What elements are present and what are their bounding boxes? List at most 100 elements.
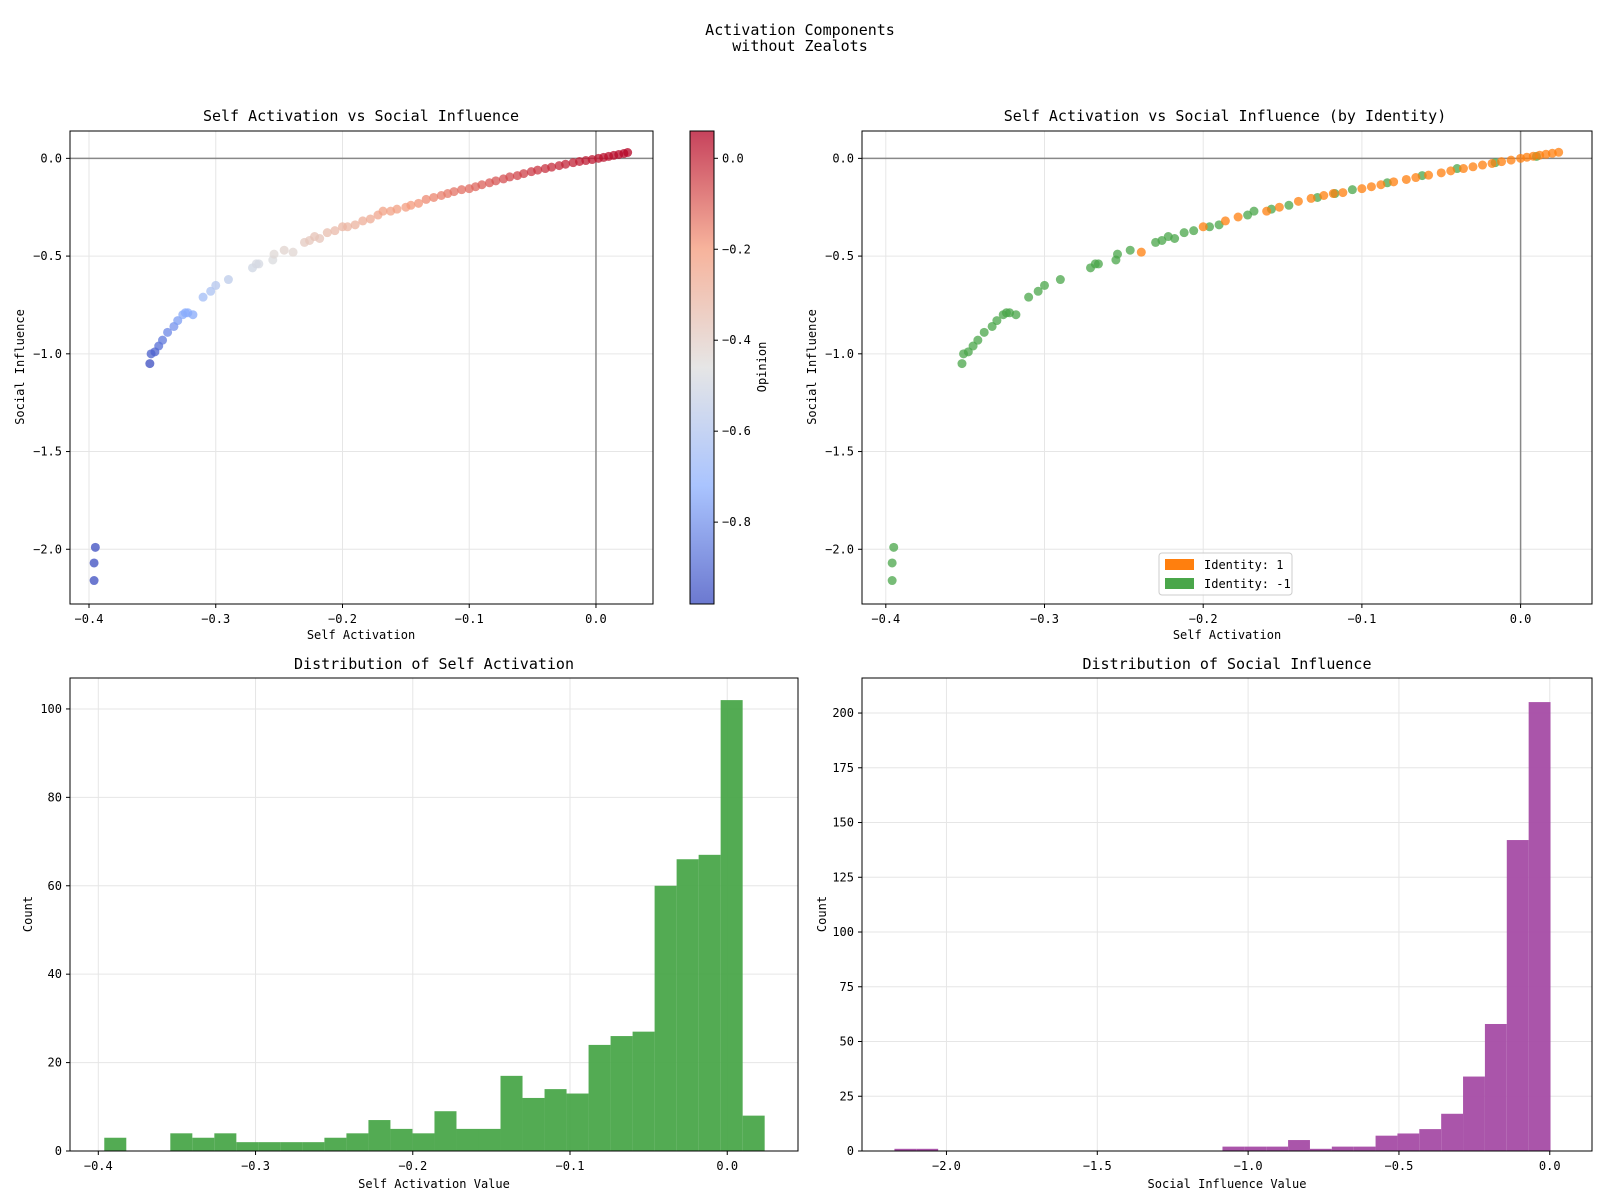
histogram-self-activation-panel: Distribution of Self Activation −0.4 −0.3… [21,655,799,1191]
data-point-identity-1 [1338,188,1348,198]
y-tick-label: 100 [832,925,854,939]
data-point [378,206,388,216]
data-point [365,214,375,224]
data-point-identity-neg1 [887,576,897,586]
x-tick-label: −0.2 [328,612,357,626]
histogram-bar [1266,1146,1289,1151]
y-tick-label: 0.0 [40,151,62,165]
histogram-bar [1506,840,1529,1151]
data-point-identity-1 [1468,162,1478,172]
histogram-bar [1441,1113,1464,1151]
data-point-identity-neg1 [979,327,989,337]
x-tick-label: −0.2 [398,1159,427,1173]
plot-frame [861,677,1593,1152]
plot-frame [861,130,1593,605]
y-tick-label: −2.0 [33,542,62,556]
histogram-bar [1288,1140,1310,1151]
histogram-bar [1528,702,1551,1151]
data-point [457,185,467,195]
x-tick-label: 0.0 [716,1159,738,1173]
data-point-identity-neg1 [1113,249,1122,259]
histogram-bar [1309,1148,1332,1151]
x-tick-label: −0.4 [84,1159,113,1173]
colorbar-gradient [689,130,715,605]
y-tick-label: 40 [48,967,62,981]
data-point-identity-neg1 [1033,286,1043,296]
data-point [223,275,233,285]
x-tick-label: −2.0 [932,1159,961,1173]
histogram-bar [588,1044,611,1151]
y-tick-label: 125 [832,870,854,884]
x-axis-label: Self Activation Value [358,1177,510,1191]
data-point-identity-neg1 [1284,200,1294,210]
data-point-identity-1 [1411,173,1421,183]
data-point [421,194,431,204]
data-point-identity-1 [1357,184,1367,194]
histogram-bar [742,1115,765,1151]
y-tick-label: 150 [832,816,854,830]
data-point-identity-1 [1319,191,1329,200]
histogram-bar [258,1142,281,1151]
figure-title-line1: Activation Components [705,21,895,39]
plot-frame [69,677,799,1152]
histogram-bar [720,700,743,1151]
data-point [491,176,501,186]
data-point [89,576,99,586]
histogram-bar [236,1142,259,1151]
x-tick-label: 0.0 [1539,1159,1561,1173]
legend-entry-identity-1: Identity: 1 [1204,558,1283,572]
data-point-identity-neg1 [1170,234,1180,243]
data-point-identity-neg1 [1189,226,1199,236]
data-point-identity-1 [1328,189,1338,199]
x-tick-label: −0.1 [556,1159,585,1173]
data-point-identity-1 [1401,174,1411,184]
data-point [206,286,216,296]
y-tick-label: 0 [55,1144,62,1158]
data-point-identity-neg1 [992,316,1002,326]
scatter-identity-panel: Self Activation vs Social Influence (by … [805,107,1593,642]
data-point [561,159,571,169]
histogram-bar [1419,1129,1442,1151]
histogram-social-influence-panel: Distribution of Social Influence −2.0 −1.… [815,655,1593,1191]
legend: Identity: 1 Identity: -1 [1158,552,1293,596]
x-axis-label: Social Influence Value [1148,1177,1307,1191]
histogram-bar [632,1031,655,1151]
histogram-bar [1463,1076,1485,1151]
histogram-bar [500,1075,523,1151]
x-tick-label: −0.3 [241,1159,270,1173]
colorbar-tick-label: −0.8 [722,515,751,529]
histogram-bar [566,1093,589,1151]
figure-title-line2: without Zealots [732,37,867,55]
data-point-identity-1 [1274,202,1284,212]
y-tick-label: 200 [832,706,854,720]
data-point-identity-1 [1424,170,1434,180]
legend-entry-identity-neg1: Identity: -1 [1204,577,1291,591]
y-axis-label: Count [815,896,829,932]
y-tick-label: 175 [832,761,854,775]
data-point [173,316,183,326]
histogram-bar [894,1148,917,1151]
data-point-identity-1 [1436,168,1446,178]
data-point-identity-1 [1497,157,1507,167]
histogram-bar [456,1128,479,1151]
y-tick-label: 60 [48,879,62,893]
data-point [211,280,221,290]
y-tick-label: −1.0 [33,347,62,361]
data-point [392,204,402,214]
x-tick-label: 0.0 [1510,612,1532,626]
data-point-identity-1 [1506,155,1516,165]
y-tick-label: 80 [48,790,62,804]
data-point [145,359,155,369]
histogram-bar [698,854,721,1151]
data-point [254,259,264,269]
data-point-identity-1 [1376,180,1386,190]
data-point [449,187,459,197]
x-tick-label: 0.0 [585,612,607,626]
x-axis-label: Self Activation [307,628,415,642]
data-point-identity-1 [1233,212,1243,222]
data-point [623,148,633,157]
histogram-bar [324,1137,347,1151]
data-point [533,165,543,175]
data-point-identity-1 [1554,147,1564,157]
